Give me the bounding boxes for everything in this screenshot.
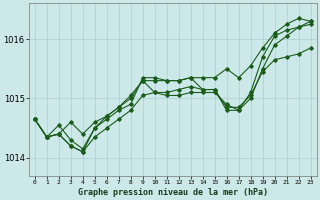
X-axis label: Graphe pression niveau de la mer (hPa): Graphe pression niveau de la mer (hPa) bbox=[78, 188, 268, 197]
